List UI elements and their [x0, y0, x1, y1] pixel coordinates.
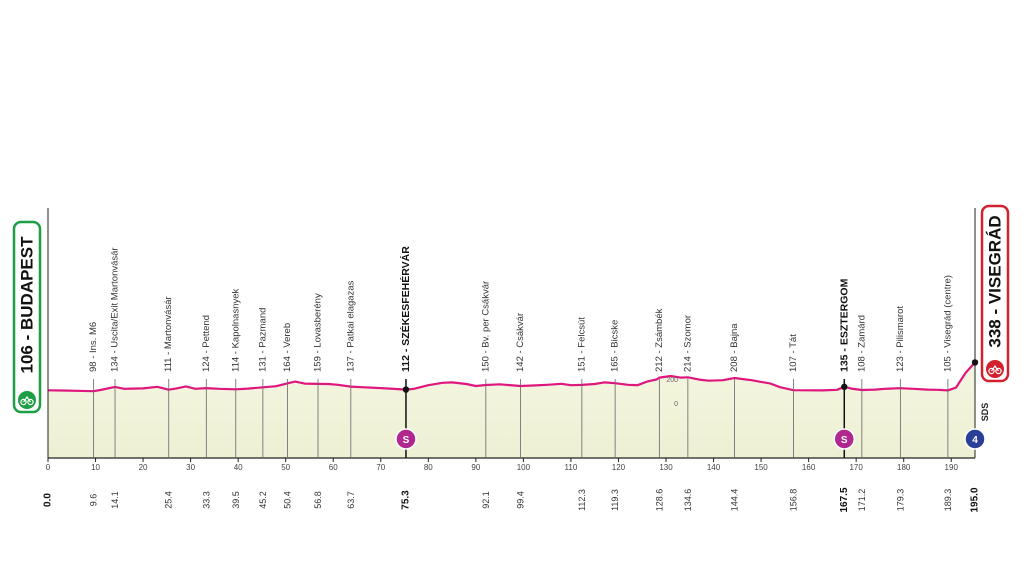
waypoint-dot [841, 383, 848, 390]
x-tick-label: 60 [329, 463, 338, 472]
km-label: 75.3 [400, 490, 411, 510]
km-label: 195.0 [970, 487, 981, 512]
finish-category-label: 4 [972, 435, 978, 446]
bicycle-wheel-front [995, 367, 1002, 375]
x-axis: 0 10 20 30 40 50 60 70 80 90 100 110 120 130 140 150 160… [43, 208, 981, 513]
waypoint-label: 208 - Bajna [729, 323, 740, 372]
x-tick-label: 40 [234, 463, 243, 472]
x-tick-label: 70 [376, 463, 385, 472]
stage-endpoints: 4 SDS 106 - BUDAPEST 338 - VISEGRÁD [12, 204, 1010, 450]
waypoint-label: 124 - Pettend [201, 315, 212, 372]
finish-dot [971, 359, 979, 366]
km-label: 56.8 [313, 491, 323, 509]
waypoint-label: 98 - Ins. M6 [88, 322, 99, 372]
km-label: 179.3 [895, 489, 905, 512]
waypoint-label: 123 - Pilismarot [895, 306, 906, 372]
x-tick-label: 170 [849, 463, 863, 472]
x-tick-label: 90 [471, 463, 480, 472]
waypoint-markers: 98 - Ins. M6 134 - Uscita/Exit Martonvásá… [88, 246, 953, 458]
waypoint-label: 214 - Szomor [682, 315, 693, 372]
km-label: 25.4 [164, 491, 174, 509]
bicycle-frame [991, 364, 999, 372]
altitude-scale-label: 0 [674, 401, 678, 408]
waypoint-label: 164 - Vereb [282, 323, 293, 372]
x-tick-label: 0 [46, 463, 51, 472]
km-label: 134.6 [683, 489, 693, 512]
altitude-scale-label: 200 [666, 377, 678, 384]
km-label: 128.6 [654, 489, 664, 512]
bicycle-wheel-rear [20, 398, 27, 406]
km-label: 92.1 [481, 491, 491, 509]
sprint-badge [395, 428, 417, 450]
km-label: 112.3 [577, 489, 587, 511]
x-tick-label: 20 [139, 463, 148, 472]
sponsor-mark: SDS [980, 403, 990, 422]
km-label: 0.0 [43, 493, 54, 507]
waypoint-label: 142 - Csákvár [515, 313, 526, 372]
waypoint-label: 131 - Pazmand [257, 308, 268, 372]
waypoint-label: 137 - Patkai elagazas [345, 280, 356, 372]
x-tick-label: 140 [707, 463, 721, 472]
x-tick-label: 180 [897, 463, 911, 472]
start-label-box-frame [12, 220, 42, 414]
km-label: 14.1 [110, 491, 120, 509]
finish-label-box: 338 - VISEGRÁD [980, 204, 1010, 383]
profile-line [47, 361, 976, 393]
waypoint-label: 105 - Visegrád (centre) [942, 275, 953, 372]
x-tick-label: 120 [612, 463, 626, 472]
waypoint-label: 111 - Martonvásár [163, 296, 174, 372]
x-tick-label: 190 [945, 463, 959, 472]
km-label: 189.3 [943, 489, 953, 512]
waypoint-label: 165 - Bicske [610, 320, 621, 372]
x-tick-label: 10 [91, 463, 100, 472]
km-label: 167.5 [839, 487, 850, 512]
waypoint-label: 151 - Felcsút [576, 317, 587, 372]
km-label: 171.2 [857, 489, 867, 512]
bicycle-wheel-front [27, 398, 34, 406]
start-label-box-label: 106 - BUDAPEST [18, 236, 37, 374]
km-label: 9.6 [89, 494, 99, 507]
x-tick-label: 50 [281, 463, 290, 472]
km-label: 45.2 [258, 491, 268, 509]
finish-label-box-frame [980, 204, 1010, 383]
waypoint-label: 150 - Bv. per Csákvár [480, 281, 491, 372]
x-tick-label: 150 [754, 463, 768, 472]
km-label: 144.4 [729, 489, 739, 512]
sprint-badge-label: S [403, 435, 410, 446]
x-tick-label: 30 [186, 463, 195, 472]
x-tick-label: 110 [565, 463, 578, 472]
x-tick-label: 80 [424, 463, 433, 472]
finish-category-badge [964, 428, 986, 450]
bicycle-finish-icon [986, 360, 1004, 378]
sprint-badge [833, 428, 856, 450]
km-label: 63.7 [346, 491, 356, 509]
sprint-badge-label: S [841, 435, 848, 446]
waypoint-label: 212 - Zsámbék [654, 308, 665, 372]
km-label: 119.3 [610, 489, 620, 511]
x-tick-label: 130 [659, 463, 673, 472]
bicycle-wheel-rear [988, 367, 995, 375]
x-tick-label: 160 [802, 463, 816, 472]
km-label: 33.3 [201, 491, 211, 509]
x-tick-label: 100 [517, 463, 531, 472]
waypoint-label: 112 - SZÉKESFEHÉRVÁR [399, 246, 412, 372]
bicycle-start-icon [18, 391, 36, 409]
km-label: 99.4 [516, 491, 526, 509]
km-label: 39.5 [231, 491, 241, 509]
waypoint-label: 135 - ESZTERGOM [838, 278, 850, 372]
start-label-box: 106 - BUDAPEST [12, 220, 42, 414]
km-label: 50.4 [283, 491, 293, 509]
bicycle-frame [23, 395, 31, 403]
waypoint-label: 114 - Kapolnasnyek [230, 288, 241, 372]
waypoint-label: 159 - Lovasberény [313, 293, 324, 372]
waypoint-label: 107 - Tát [788, 334, 799, 372]
waypoint-label: 108 - Zamárd [856, 315, 867, 372]
km-label: 156.8 [788, 489, 798, 512]
waypoint-dot [402, 386, 410, 393]
waypoint-label: 134 - Uscita/Exit Martonvásár [110, 247, 121, 372]
finish-label-box-label: 338 - VISEGRÁD [986, 215, 1005, 347]
